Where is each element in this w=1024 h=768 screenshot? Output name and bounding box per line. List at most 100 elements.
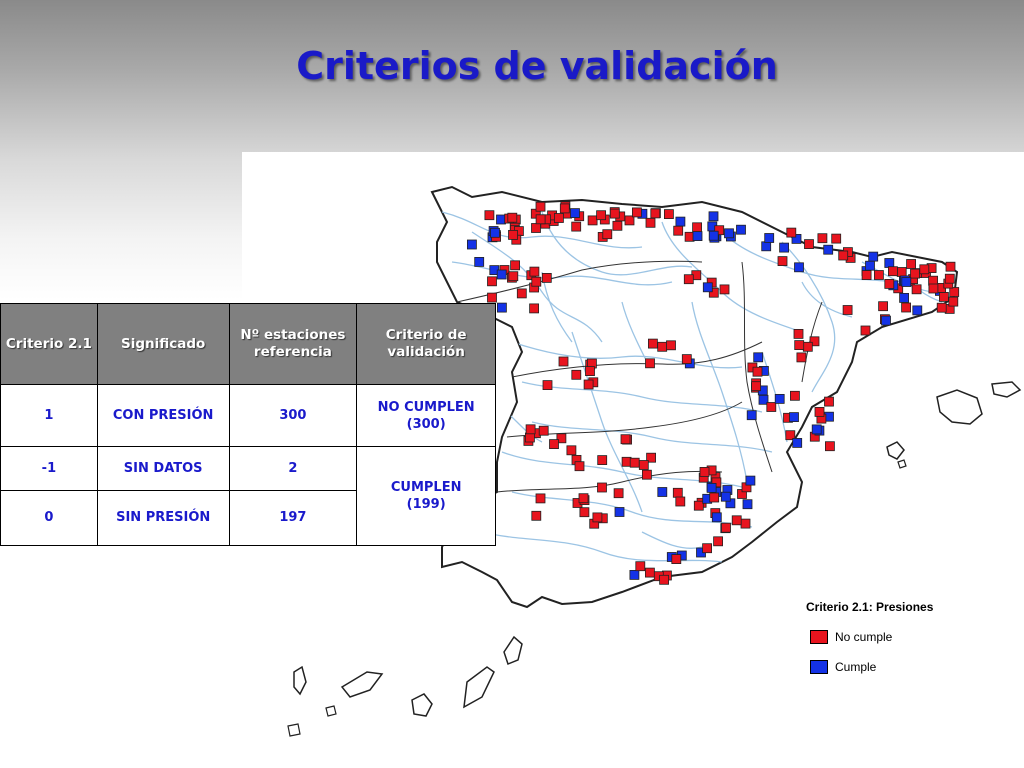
station-marker xyxy=(531,510,542,521)
cell-validacion-cumplen: CUMPLEN (199) xyxy=(356,446,496,546)
cell-significado: CON PRESIÓN xyxy=(96,383,230,448)
station-marker xyxy=(823,244,834,255)
station-marker xyxy=(474,257,485,267)
validation-label: CUMPLEN xyxy=(390,480,462,496)
station-marker xyxy=(556,433,567,444)
station-marker xyxy=(745,475,756,486)
station-marker xyxy=(508,230,518,240)
station-marker xyxy=(597,455,608,466)
station-marker xyxy=(919,264,930,275)
station-marker xyxy=(585,366,595,377)
station-marker xyxy=(466,239,477,250)
station-marker xyxy=(865,260,875,271)
station-marker xyxy=(541,273,552,283)
station-marker xyxy=(906,259,916,269)
la-gomera xyxy=(325,705,337,717)
station-marker xyxy=(796,352,807,363)
station-marker xyxy=(714,225,725,236)
station-marker xyxy=(719,284,730,295)
station-marker xyxy=(811,424,822,435)
station-marker xyxy=(896,267,907,277)
station-marker xyxy=(673,225,684,236)
station-marker xyxy=(638,460,649,470)
station-marker xyxy=(702,282,713,293)
station-marker xyxy=(571,221,582,232)
station-marker xyxy=(831,233,842,244)
cell-significado: SIN PRESIÓN xyxy=(96,489,230,547)
station-marker xyxy=(496,269,507,280)
spain-mainland xyxy=(430,185,959,609)
station-marker xyxy=(596,210,607,221)
station-marker xyxy=(535,493,546,504)
station-marker xyxy=(675,496,686,507)
station-marker xyxy=(592,512,603,523)
station-marker xyxy=(650,208,661,219)
cell-criterio: -1 xyxy=(0,446,98,491)
station-marker xyxy=(761,241,772,252)
validation-label: NO CUMPLEN xyxy=(377,399,475,415)
slide-title: Criterios de validación xyxy=(296,44,778,88)
station-marker xyxy=(666,340,676,351)
validation-count: (199) xyxy=(406,497,446,513)
spain-map xyxy=(287,185,1022,737)
station-marker xyxy=(948,296,959,307)
legend-swatch-red xyxy=(810,630,828,644)
station-marker xyxy=(766,402,777,412)
station-marker xyxy=(487,292,497,303)
station-marker xyxy=(531,223,541,233)
station-marker xyxy=(888,266,898,277)
station-marker xyxy=(645,358,655,369)
station-marker xyxy=(629,569,640,580)
station-marker xyxy=(531,276,542,287)
station-marker xyxy=(529,266,540,277)
station-marker xyxy=(814,406,825,417)
station-marker xyxy=(790,390,800,401)
station-marker xyxy=(525,424,536,435)
station-marker xyxy=(939,291,949,302)
station-marker xyxy=(644,567,655,578)
cell-estaciones: 197 xyxy=(228,489,358,547)
station-marker xyxy=(613,488,624,499)
station-marker xyxy=(804,239,814,249)
stations-layer xyxy=(466,201,960,585)
station-marker xyxy=(671,554,682,565)
station-marker xyxy=(860,325,871,336)
station-marker xyxy=(817,233,828,244)
criteria-table: Criterio 2.1 Significado Nº estaciones r… xyxy=(0,303,496,547)
station-marker xyxy=(774,393,785,404)
station-marker xyxy=(874,270,884,280)
station-marker xyxy=(583,379,594,390)
legend-label: Cumple xyxy=(835,660,877,674)
cell-estaciones: 2 xyxy=(228,446,358,491)
station-marker xyxy=(777,256,788,266)
station-marker xyxy=(884,258,895,268)
station-marker xyxy=(794,262,804,273)
station-marker xyxy=(751,381,762,392)
station-marker xyxy=(631,207,642,218)
mallorca xyxy=(936,389,983,425)
station-marker xyxy=(824,396,834,407)
gran-canaria xyxy=(411,693,433,717)
lanzarote xyxy=(503,635,523,665)
station-marker xyxy=(675,216,686,227)
station-marker xyxy=(779,242,789,253)
station-marker xyxy=(542,380,553,391)
station-marker xyxy=(794,340,805,351)
station-marker xyxy=(524,432,535,443)
station-marker xyxy=(496,302,507,313)
legend-swatch-blue xyxy=(810,660,828,674)
station-marker xyxy=(641,469,652,480)
station-marker xyxy=(709,492,720,503)
station-marker xyxy=(620,434,631,445)
station-marker xyxy=(681,354,692,365)
station-marker xyxy=(736,224,746,235)
station-marker xyxy=(657,341,668,352)
station-marker xyxy=(753,352,764,363)
station-marker xyxy=(791,234,802,244)
station-marker xyxy=(785,430,796,441)
station-marker xyxy=(549,439,559,450)
station-marker xyxy=(657,487,668,497)
station-marker xyxy=(699,466,710,477)
legend-label: No cumple xyxy=(835,630,893,644)
station-marker xyxy=(708,287,719,298)
